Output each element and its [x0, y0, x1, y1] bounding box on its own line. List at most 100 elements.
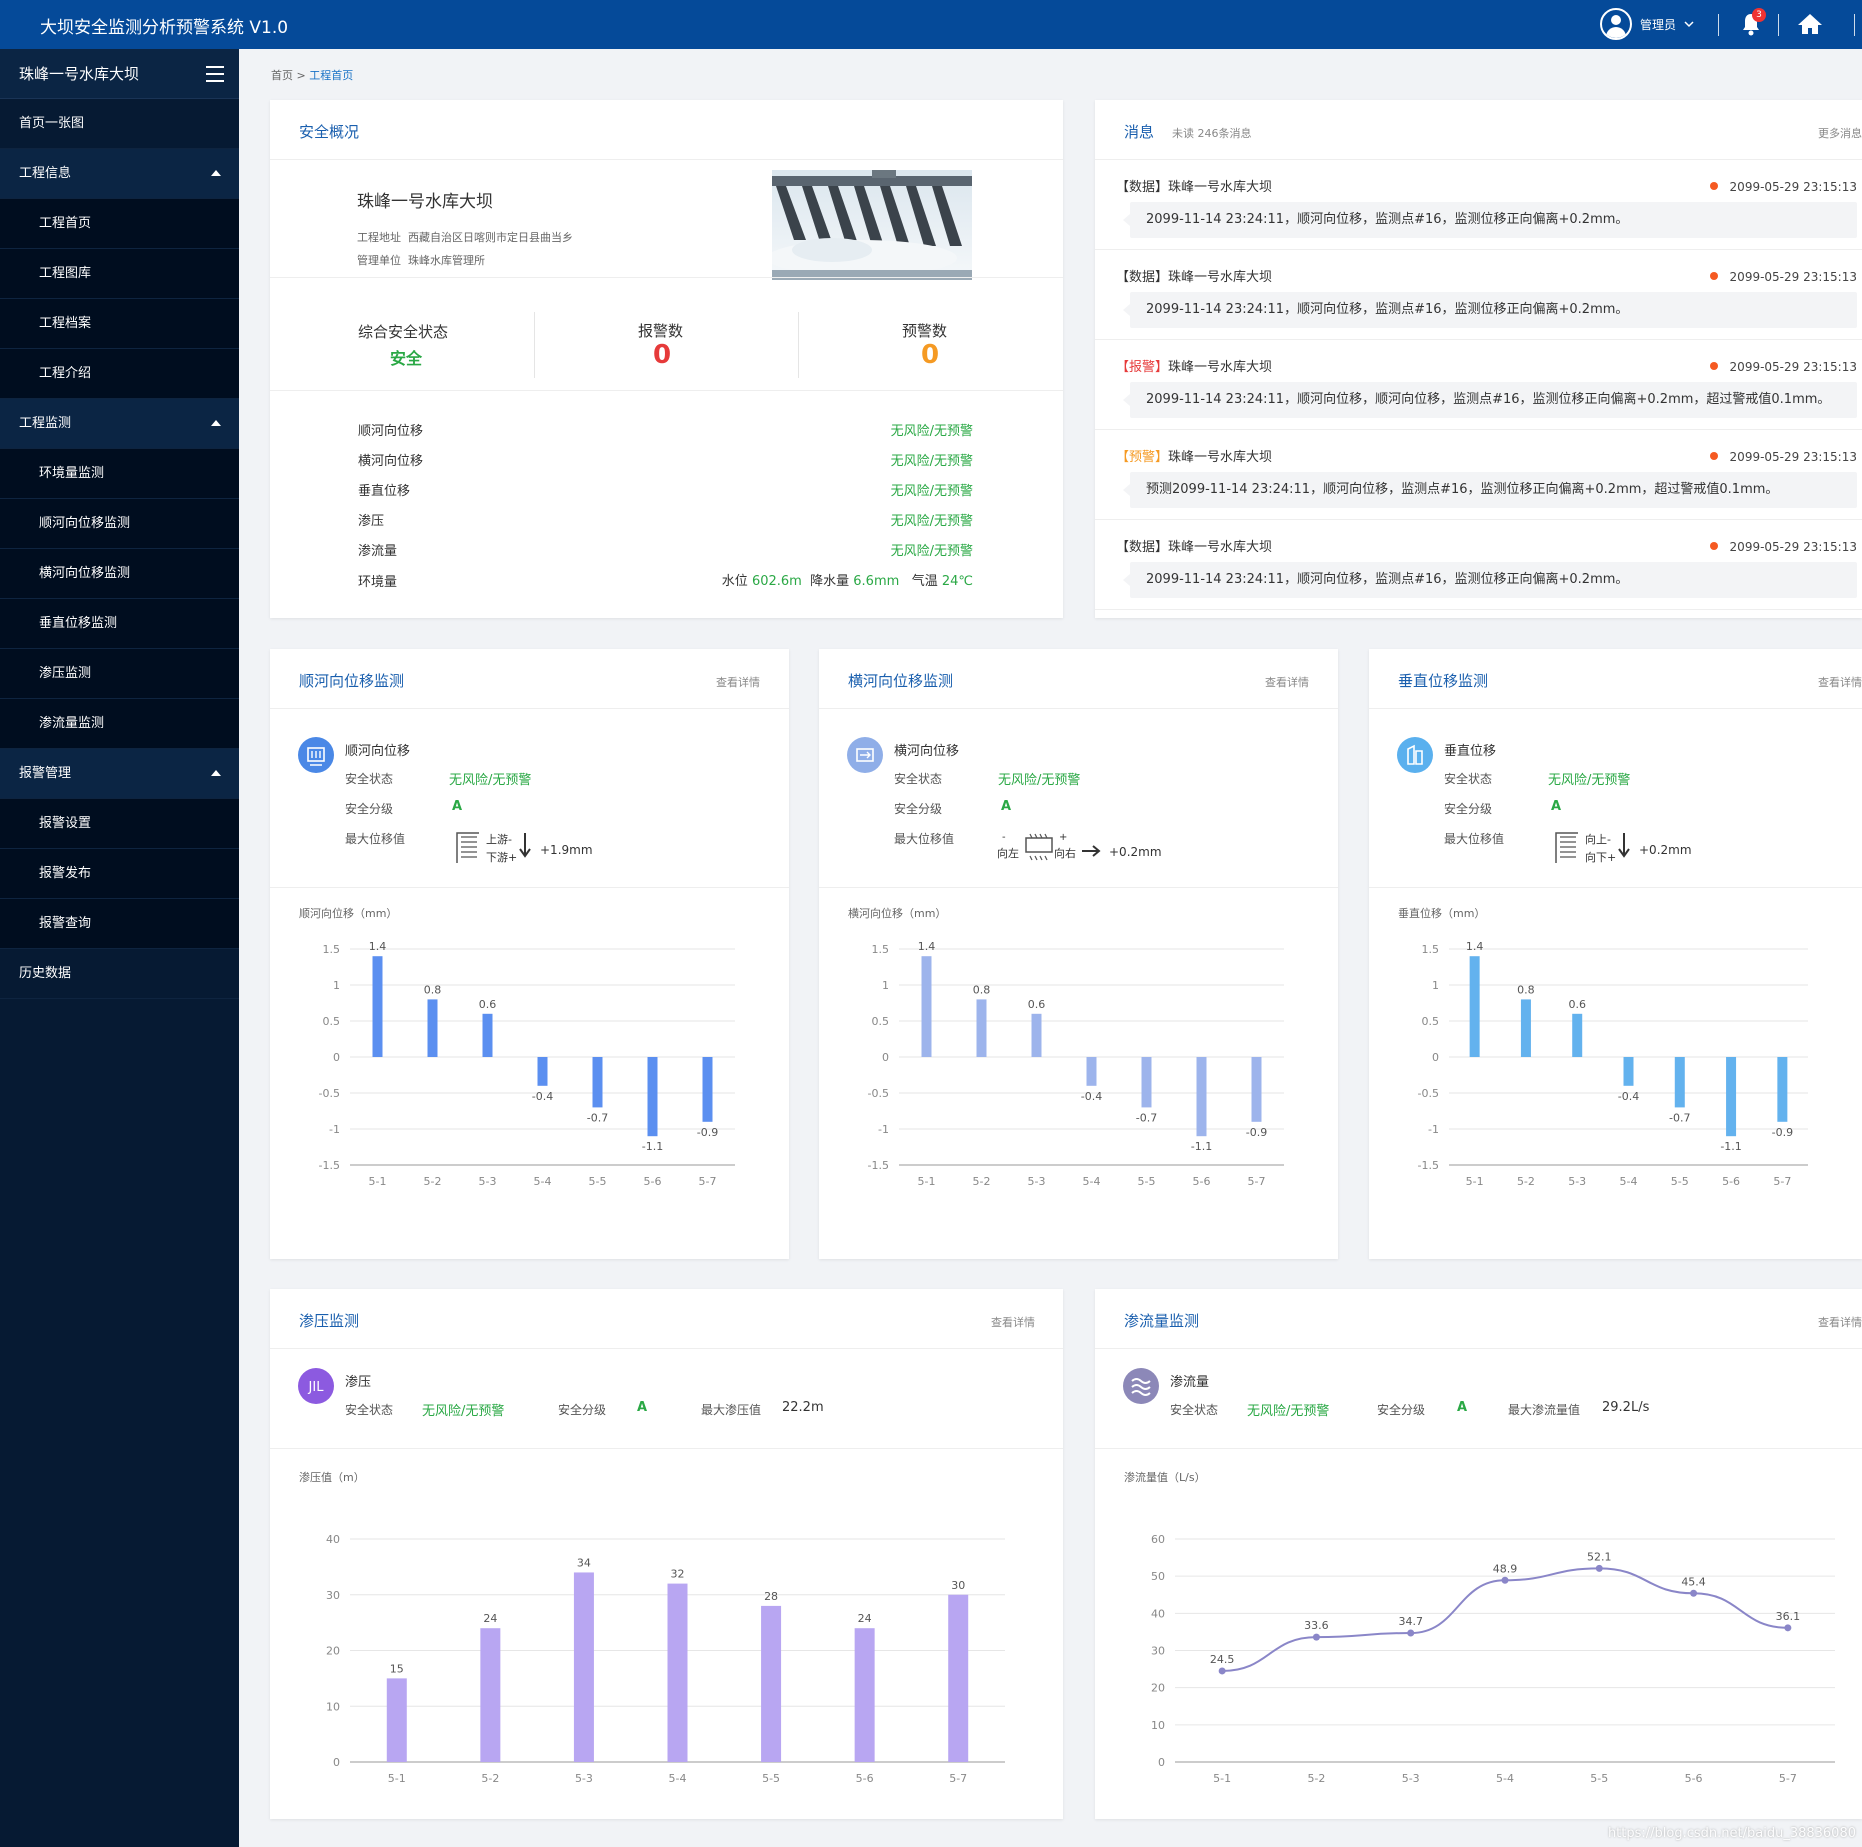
- displacement-chart[interactable]: 1.5 1 0.5 0 -0.5 -1 -1.5 5-1 5-2 5-3 5-4 5-5 5-6 5-7 1…: [819, 929, 1338, 1229]
- x-tick-label: 5-7: [1779, 1772, 1797, 1785]
- chart-bar: [1572, 1013, 1583, 1057]
- seepage-flow-card: 渗流量监测 查看详情 渗流量 安全状态 无风险/无预警 安全分级 A 最大渗流量…: [1095, 1289, 1862, 1819]
- watermark: https://blog.csdn.net/baidu_38836080: [1607, 1826, 1856, 1841]
- message-item[interactable]: 【预警】珠峰一号水库大坝 2099-05-29 23:15:13 预测2099-11…: [1095, 430, 1862, 520]
- y-tick-label: 30: [326, 1589, 340, 1602]
- sidebar-item[interactable]: 工程介绍: [0, 349, 239, 399]
- data-point: [1218, 1667, 1226, 1675]
- unread-count: 未读 246条消息: [1172, 127, 1252, 140]
- x-tick-label: 5-5: [1671, 1175, 1689, 1188]
- unread-dot-icon: [1709, 272, 1718, 280]
- chart-axis-label: 渗压值（m）: [299, 1471, 365, 1484]
- view-details-link[interactable]: 查看详情: [1818, 676, 1862, 689]
- sidebar-item[interactable]: 横河向位移监测: [0, 549, 239, 599]
- message-item[interactable]: 【数据】珠峰一号水库大坝 2099-05-29 23:15:13 2099-11-1…: [1095, 160, 1862, 250]
- sidebar-item[interactable]: 首页一张图: [0, 99, 239, 149]
- view-details-link[interactable]: 查看详情: [991, 1316, 1035, 1329]
- status-value: 无风险/无预警: [1548, 773, 1631, 788]
- max-label: 最大渗流量值: [1508, 1403, 1581, 1417]
- y-tick-label: -0.5: [319, 1087, 340, 1100]
- breadcrumb-current[interactable]: 工程首页: [309, 69, 354, 82]
- chart-bar: [702, 1057, 713, 1122]
- vertical-displacement-icon: [1397, 737, 1433, 773]
- chart-bar: [386, 1678, 407, 1762]
- data-label: -0.7: [1136, 1111, 1157, 1124]
- overall-status-value: 安全: [390, 349, 423, 368]
- y-tick-label: 40: [326, 1533, 340, 1546]
- sidebar-item[interactable]: 环境量监测: [0, 449, 239, 499]
- sidebar-item-label: 渗流量监测: [39, 716, 105, 731]
- sidebar: 珠峰一号水库大坝 首页一张图工程信息 工程首页 工程图库 工程档案 工程介绍 工程监测 环境…: [0, 49, 239, 1847]
- max-label: 最大位移值: [1444, 832, 1505, 846]
- sidebar-item[interactable]: 工程信息: [0, 149, 239, 199]
- sidebar-item[interactable]: 工程档案: [0, 299, 239, 349]
- dam-photo[interactable]: [772, 170, 972, 280]
- sidebar-item[interactable]: 报警查询: [0, 899, 239, 949]
- x-tick-label: 5-1: [369, 1175, 387, 1188]
- sidebar-item[interactable]: 报警管理: [0, 749, 239, 799]
- message-item[interactable]: 【数据】珠峰一号水库大坝 2099-05-29 23:15:13 2099-11-1…: [1095, 250, 1862, 340]
- grade-label: 安全分级: [1444, 802, 1493, 816]
- y-tick-label: 40: [1151, 1607, 1165, 1620]
- x-tick-label: 5-2: [973, 1175, 991, 1188]
- data-label: -1.1: [642, 1140, 663, 1153]
- sidebar-item[interactable]: 渗流量监测: [0, 699, 239, 749]
- y-tick-label: 10: [326, 1700, 340, 1713]
- displacement-chart[interactable]: 1.5 1 0.5 0 -0.5 -1 -1.5 5-1 5-2 5-3 5-4 5-5 5-6 5-7 1…: [270, 929, 789, 1229]
- sidebar-item[interactable]: 渗压监测: [0, 649, 239, 699]
- home-icon[interactable]: [1797, 12, 1823, 36]
- seepage-flow-chart[interactable]: 60 50 40 30 20 10 0 5-1 5-2 5-3 5-4 5-5 5-6 5-7 24.5 33…: [1095, 1489, 1862, 1789]
- data-point: [1312, 1633, 1320, 1641]
- message-source: 珠峰一号水库大坝: [1168, 180, 1273, 195]
- data-label: 0.6: [1028, 998, 1046, 1011]
- message-title: 【预警】珠峰一号水库大坝: [1116, 446, 1272, 465]
- sidebar-item-label: 首页一张图: [19, 116, 85, 131]
- displacement-chart[interactable]: 1.5 1 0.5 0 -0.5 -1 -1.5 5-1 5-2 5-3 5-4 5-5 5-6 5-7 1…: [1369, 929, 1862, 1229]
- max-displacement-value: +0.2mm: [1109, 845, 1162, 859]
- message-time: 2099-05-29 23:15:13: [1709, 540, 1857, 554]
- sidebar-item[interactable]: 顺河向位移监测: [0, 499, 239, 549]
- sensor-name: 横河向位移: [894, 744, 960, 759]
- message-item[interactable]: 【数据】珠峰一号水库大坝 2099-05-29 23:15:13 2099-11-1…: [1095, 520, 1862, 610]
- chart-bar: [427, 999, 438, 1057]
- sidebar-item[interactable]: 报警发布: [0, 849, 239, 899]
- grade-value: A: [637, 1400, 648, 1415]
- data-label: -0.4: [1081, 1090, 1102, 1103]
- y-tick-label: 0: [882, 1051, 889, 1064]
- user-menu[interactable]: 管理员: [1600, 8, 1694, 40]
- y-tick-label: 1: [333, 979, 340, 992]
- arrow-down-icon: [519, 833, 531, 858]
- y-tick-label: 0.5: [323, 1015, 341, 1028]
- chart-bar: [1196, 1057, 1207, 1137]
- sidebar-item[interactable]: 报警设置: [0, 799, 239, 849]
- y-tick-label: 1.5: [872, 943, 890, 956]
- sidebar-item[interactable]: 垂直位移监测: [0, 599, 239, 649]
- view-details-link[interactable]: 查看详情: [1265, 676, 1309, 689]
- chart-bar: [482, 1013, 493, 1057]
- divider: [270, 887, 789, 888]
- breadcrumb-home[interactable]: 首页: [271, 69, 293, 82]
- x-tick-label: 5-1: [918, 1175, 936, 1188]
- view-details-link[interactable]: 查看详情: [716, 676, 760, 689]
- x-tick-label: 5-4: [669, 1772, 687, 1785]
- sidebar-item-label: 报警查询: [39, 916, 92, 931]
- sidebar-item[interactable]: 历史数据: [0, 949, 239, 999]
- chart-axis-label: 横河向位移（mm）: [848, 907, 947, 920]
- direction-right-label: 向右: [1054, 847, 1076, 860]
- message-item[interactable]: 【报警】珠峰一号水库大坝 2099-05-29 23:15:13 2099-11-1…: [1095, 340, 1862, 430]
- more-messages-link[interactable]: 更多消息: [1818, 127, 1862, 140]
- sidebar-item[interactable]: 工程首页: [0, 199, 239, 249]
- view-details-link[interactable]: 查看详情: [1818, 1316, 1862, 1329]
- chart-bar: [1469, 956, 1480, 1057]
- sidebar-item[interactable]: 工程图库: [0, 249, 239, 299]
- y-tick-label: 60: [1151, 1533, 1165, 1546]
- seepage-pressure-chart[interactable]: 40 30 20 10 0 5-1 5-2 5-3 5-4 5-5 5-6 5-7 15 24 34 32 28…: [270, 1489, 1063, 1789]
- chart-bar: [573, 1572, 594, 1762]
- sidebar-title-text: 珠峰一号水库大坝: [19, 65, 140, 83]
- sensor-name: 渗流量: [1170, 1375, 1210, 1390]
- caret-up-icon: [211, 770, 221, 776]
- hamburger-menu-icon[interactable]: [206, 66, 224, 82]
- downstream-displacement-icon: [298, 737, 334, 773]
- breadcrumb-separator: >: [296, 69, 306, 82]
- sidebar-item[interactable]: 工程监测: [0, 399, 239, 449]
